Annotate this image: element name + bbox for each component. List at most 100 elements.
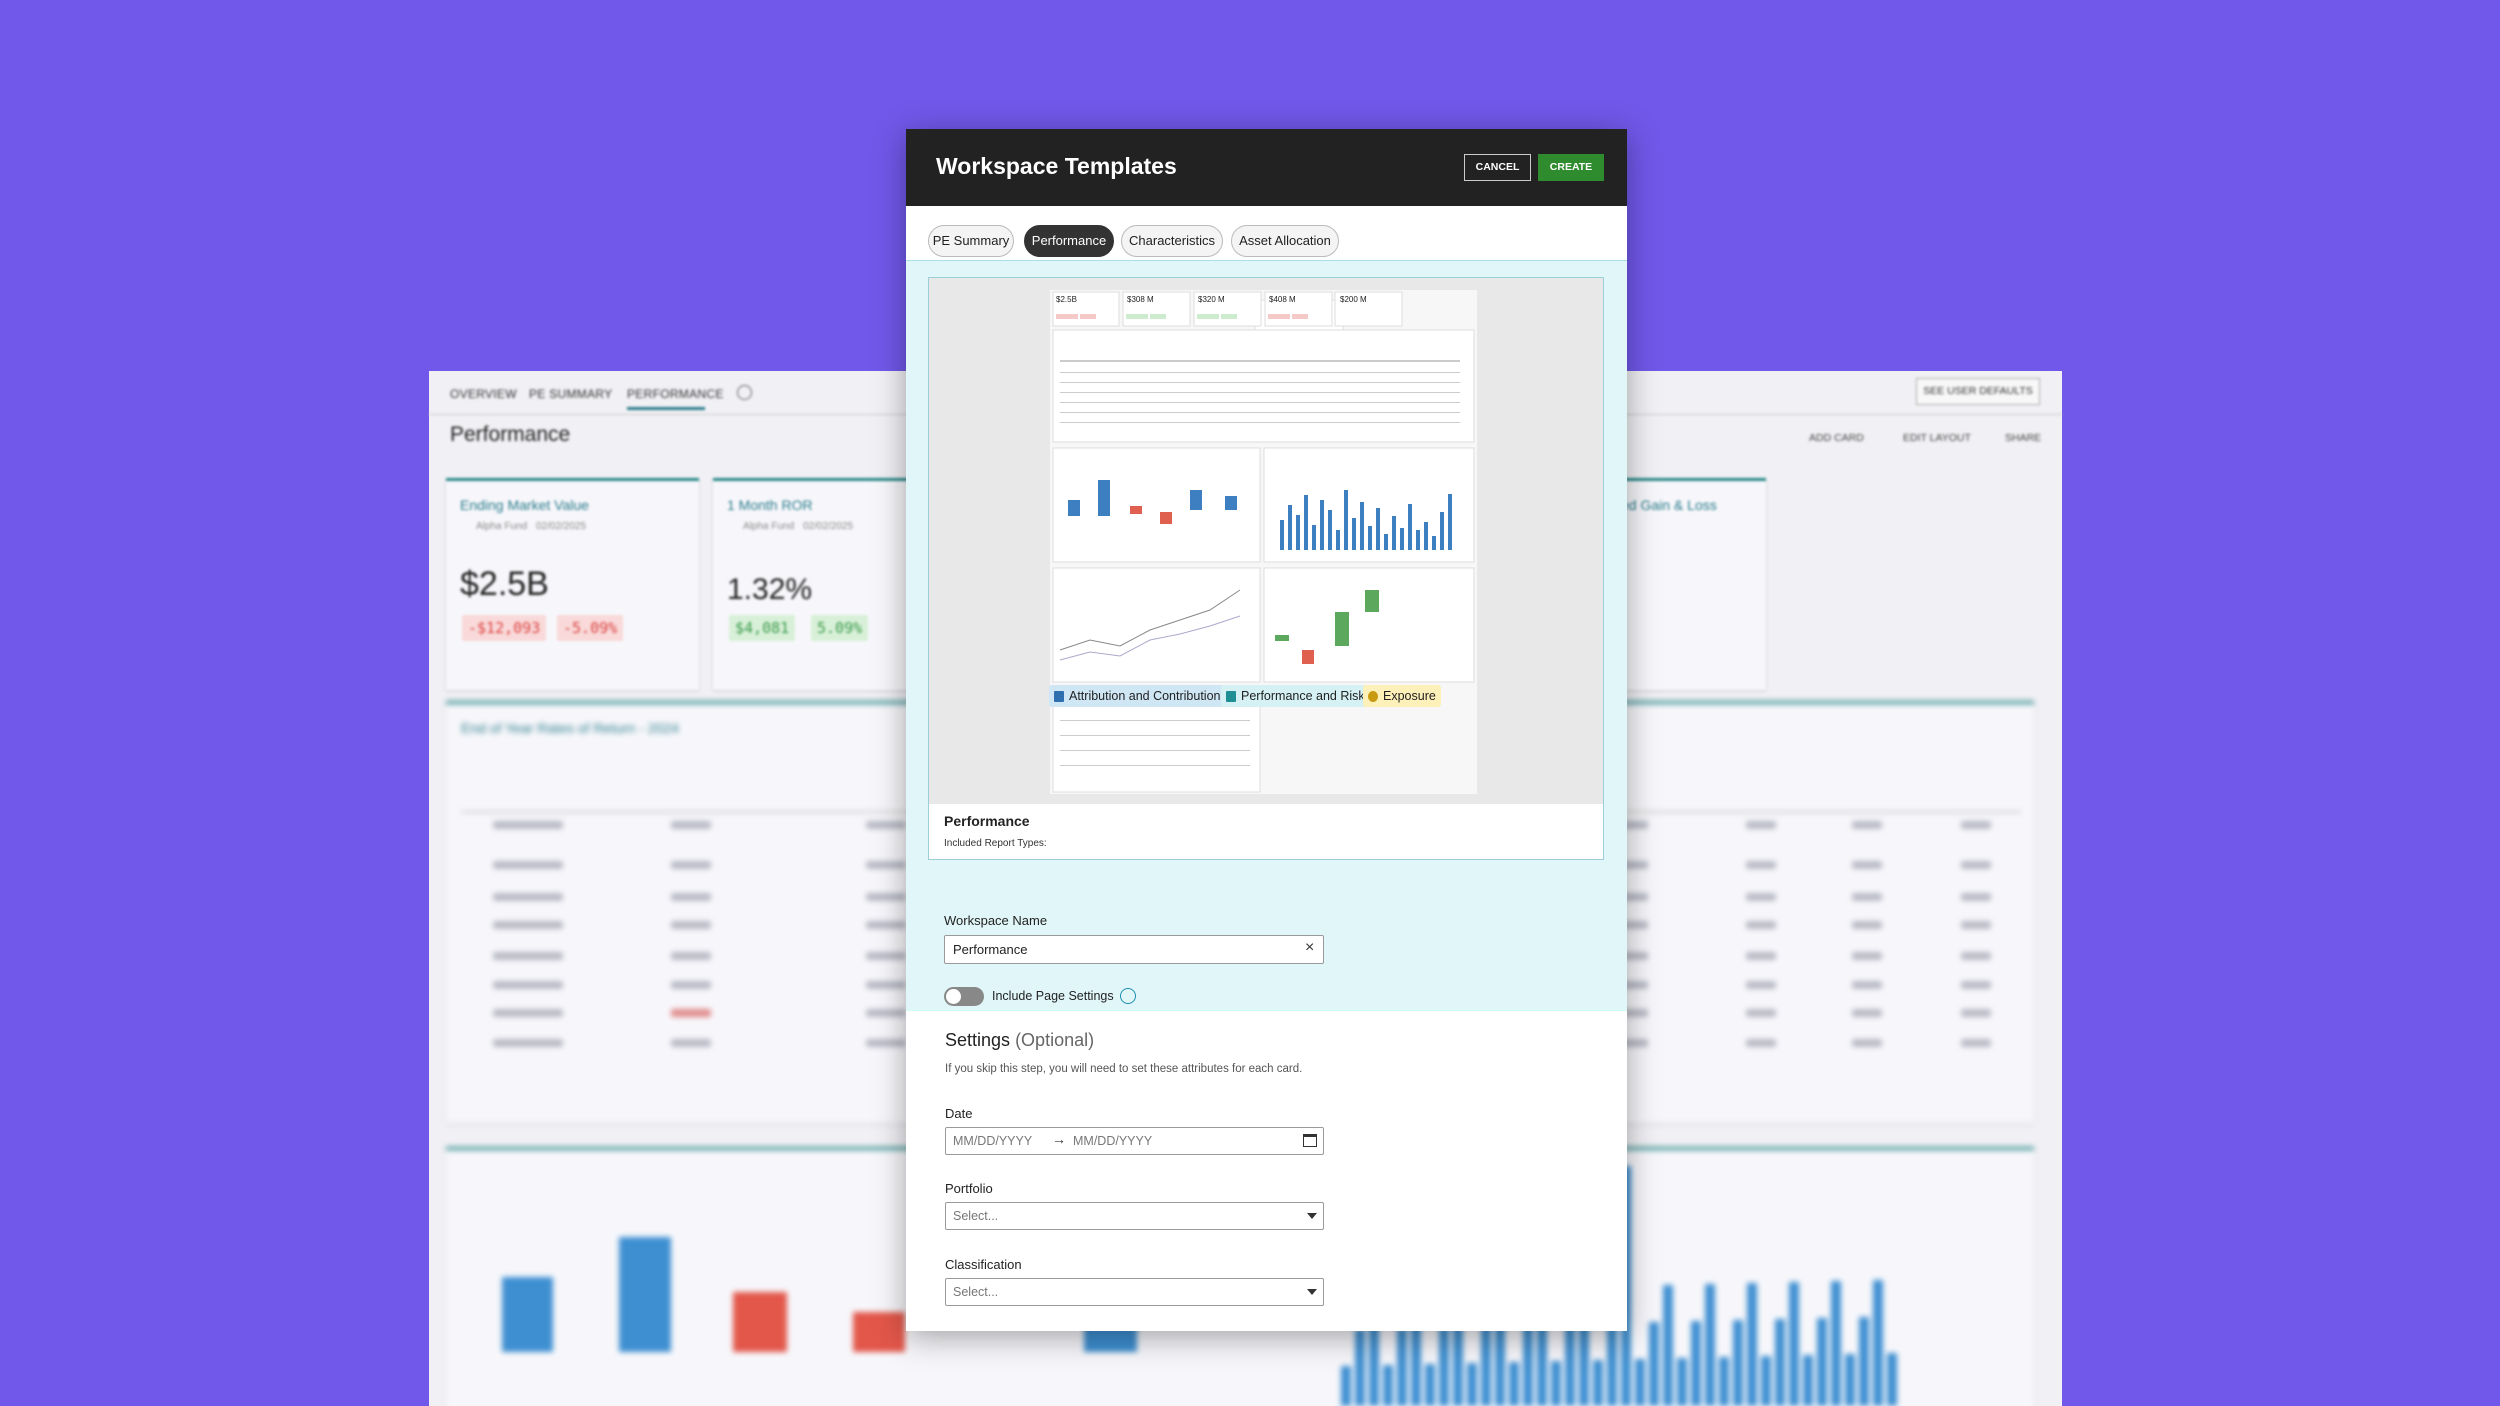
blurred-bar bbox=[1453, 1290, 1463, 1406]
calendar-icon[interactable] bbox=[1303, 1134, 1317, 1147]
blurred-bar bbox=[1509, 1362, 1519, 1406]
preview-box: $2.5B $308 M $320 M $408 M $200 M Performanc… bbox=[928, 277, 1604, 860]
thumbnail-value: $320 M bbox=[1198, 295, 1225, 304]
blurred-cell bbox=[1961, 821, 1991, 829]
toggle-label: Include Page Settings bbox=[992, 989, 1114, 1003]
blurred-bar bbox=[1859, 1317, 1869, 1406]
blurred-bar bbox=[1803, 1355, 1813, 1406]
template-tab[interactable]: Performance bbox=[1024, 225, 1114, 257]
blurred-bar bbox=[1425, 1364, 1435, 1406]
portfolio-select[interactable] bbox=[945, 1202, 1324, 1230]
action[interactable]: ADD CARD bbox=[1809, 432, 1864, 444]
card-fund: Alpha Fund bbox=[476, 521, 528, 532]
clear-icon[interactable]: × bbox=[1305, 939, 1315, 956]
arrow-icon: → bbox=[1052, 1131, 1066, 1147]
blurred-bar bbox=[1887, 1353, 1897, 1406]
report-type: Performance and Risk bbox=[1241, 689, 1365, 703]
blurred-cell bbox=[866, 981, 906, 989]
blurred-cell bbox=[1852, 921, 1882, 929]
blurred-cell bbox=[866, 921, 906, 929]
template-tab[interactable]: Asset Allocation bbox=[1231, 225, 1339, 257]
blurred-cell bbox=[493, 952, 563, 960]
blurred-cell bbox=[1961, 952, 1991, 960]
placeholder: MM/DD/YYYY bbox=[953, 1134, 1033, 1148]
create-button[interactable]: CREATE bbox=[1538, 154, 1604, 181]
blurred-cell bbox=[671, 821, 711, 829]
blurred-cell bbox=[1852, 861, 1882, 869]
blurred-bar bbox=[1369, 1292, 1379, 1406]
blurred-cell bbox=[1618, 861, 1648, 869]
date-input[interactable] bbox=[945, 1127, 1324, 1155]
dashboard: OVERVIEW PE SUMMARY PERFORMANCE SEE USER… bbox=[429, 371, 2062, 1406]
blurred-bar bbox=[1537, 1288, 1547, 1406]
blurred-cell bbox=[493, 1039, 563, 1047]
table-title: End of Year Rates of Return - 2024 bbox=[461, 720, 679, 736]
blurred-bar bbox=[1523, 1325, 1533, 1406]
workspace-templates-modal: Workspace Templates CANCEL CREATE PE Sum… bbox=[906, 129, 1627, 1331]
blurred-bar bbox=[1761, 1356, 1771, 1406]
placeholder: Select... bbox=[953, 1285, 999, 1299]
action[interactable]: EDIT LAYOUT bbox=[1903, 432, 1971, 444]
change-chip: $4,081 bbox=[729, 615, 796, 641]
change-chip: 5.09% bbox=[811, 615, 869, 641]
blurred-bar bbox=[1677, 1358, 1687, 1406]
thumbnail-value: $408 M bbox=[1269, 295, 1296, 304]
blurred-cell bbox=[671, 1039, 711, 1047]
blurred-cell bbox=[493, 921, 563, 929]
blurred-bar bbox=[1719, 1357, 1729, 1406]
blurred-bar bbox=[1607, 1323, 1617, 1406]
dropdown-caret bbox=[1307, 1213, 1317, 1224]
blurred-bar bbox=[1355, 1329, 1365, 1406]
cancel-button[interactable]: CANCEL bbox=[1464, 154, 1531, 181]
card-value: $2.5B bbox=[460, 565, 549, 603]
blurred-cell bbox=[866, 861, 906, 869]
blurred-bar bbox=[1691, 1321, 1701, 1406]
settings-optional: (Optional) bbox=[1015, 1030, 1095, 1050]
tab: PERFORMANCE bbox=[627, 387, 724, 401]
action[interactable]: SHARE bbox=[2005, 432, 2042, 444]
blurred-cell bbox=[493, 861, 563, 869]
page-title: Performance bbox=[450, 423, 571, 446]
blurred-bar bbox=[1817, 1318, 1827, 1406]
classification-select[interactable] bbox=[945, 1278, 1324, 1306]
blurred-bar bbox=[502, 1277, 553, 1352]
blurred-cell bbox=[866, 893, 906, 901]
card-title: Ending Market Value bbox=[460, 497, 589, 513]
blurred-cell bbox=[1852, 1039, 1882, 1047]
blurred-bar bbox=[1565, 1324, 1575, 1406]
blurred-bar bbox=[853, 1312, 905, 1352]
workspace-name-input[interactable] bbox=[944, 935, 1324, 964]
blurred-bar bbox=[1551, 1361, 1561, 1406]
thumbnail-value: $200 M bbox=[1340, 295, 1367, 304]
card-title: 1 Month ROR bbox=[727, 497, 813, 513]
card-fund: Alpha Fund bbox=[743, 521, 795, 532]
blurred-bar bbox=[1747, 1283, 1757, 1406]
report-type: Attribution and Contribution bbox=[1069, 689, 1221, 703]
blurred-cell bbox=[1618, 981, 1648, 989]
blurred-cell bbox=[1618, 893, 1648, 901]
blurred-cell bbox=[671, 893, 711, 901]
blurred-cell bbox=[1618, 1009, 1648, 1017]
blurred-cell bbox=[866, 821, 906, 829]
see-user-defaults-button[interactable]: SEE USER DEFAULTS bbox=[1916, 378, 2040, 405]
card-date: 02/02/2025 bbox=[536, 521, 587, 532]
blurred-cell bbox=[671, 952, 711, 960]
toggle[interactable] bbox=[944, 987, 984, 1006]
tab: OVERVIEW bbox=[450, 387, 517, 401]
blurred-bar bbox=[1579, 1287, 1589, 1406]
blurred-cell bbox=[671, 1009, 711, 1017]
blurred-bar bbox=[1495, 1289, 1505, 1406]
modal-title: Workspace Templates bbox=[936, 153, 1177, 179]
blurred-cell bbox=[1746, 893, 1776, 901]
blurred-cell bbox=[1746, 1039, 1776, 1047]
info-icon[interactable] bbox=[1120, 988, 1136, 1004]
placeholder: MM/DD/YYYY bbox=[1073, 1134, 1153, 1148]
template-tab[interactable]: PE Summary bbox=[928, 225, 1014, 257]
template-tab[interactable]: Characteristics bbox=[1121, 225, 1223, 257]
blurred-bar bbox=[1705, 1284, 1715, 1406]
blurred-cell bbox=[493, 981, 563, 989]
blurred-cell bbox=[671, 861, 711, 869]
modal-header bbox=[906, 129, 1627, 206]
report-type-chip: Performance and Risk bbox=[1221, 685, 1370, 707]
